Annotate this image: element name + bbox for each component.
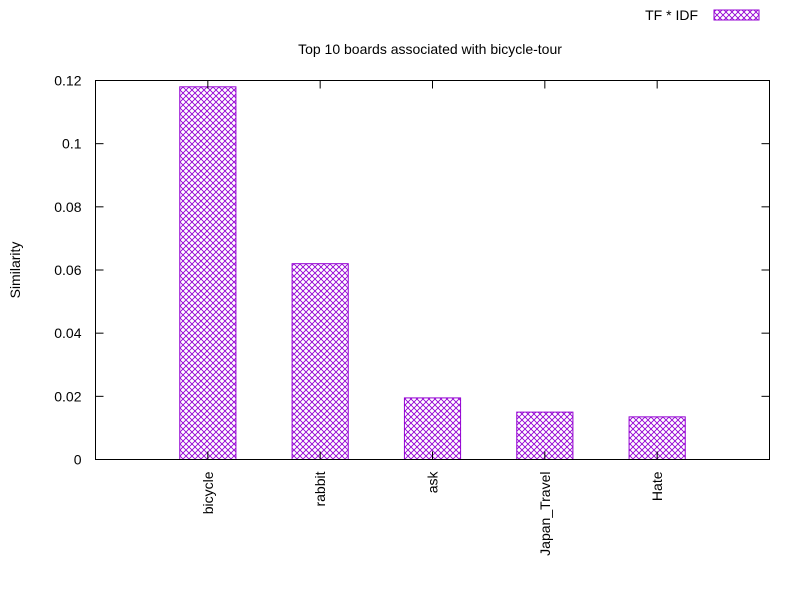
bars-group [179, 86, 686, 461]
x-tick-label: Japan_Travel [537, 472, 553, 556]
x-tick-label: ask [425, 471, 441, 494]
x-tick-label: bicycle [200, 471, 216, 514]
bar [403, 397, 462, 461]
y-axis-label: Similarity [7, 242, 23, 299]
y-tick-label: 0.02 [54, 388, 81, 404]
x-tick-label: Hate [649, 471, 665, 501]
y-tick-label: 0.06 [54, 262, 81, 278]
legend: TF * IDF [645, 7, 760, 23]
chart-title: Top 10 boards associated with bicycle-to… [298, 41, 562, 57]
x-tick-label: rabbit [312, 471, 328, 506]
y-tick-label: 0.1 [62, 136, 82, 152]
axes-group: 0 0.02 0.04 0.06 0.08 0.1 0.12 bicycle rabbit ask… [54, 73, 770, 556]
plot-frame [95, 80, 770, 460]
y-tick-label: 0.08 [54, 199, 81, 215]
legend-swatch [713, 9, 760, 21]
y-tick-label: 0 [74, 452, 82, 468]
y-tick-label: 0.12 [54, 73, 81, 89]
bar [179, 86, 237, 460]
y-tick-label: 0.04 [54, 325, 81, 341]
bar [291, 263, 349, 460]
legend-label: TF * IDF [645, 7, 698, 23]
